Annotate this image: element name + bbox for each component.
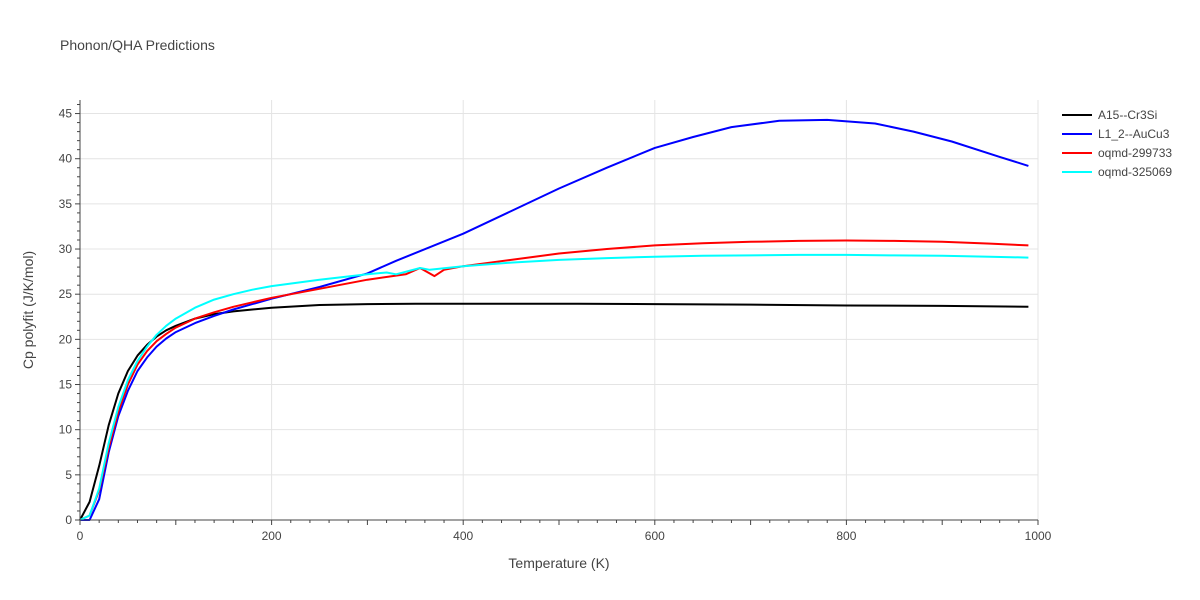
- y-tick-label: 20: [59, 332, 73, 346]
- plot-area[interactable]: [79, 118, 1029, 521]
- x-tick-label: 800: [836, 529, 856, 543]
- legend: A15--Cr3Si L1_2--AuCu3 oqmd-299733 oqmd-325…: [1062, 108, 1172, 179]
- x-tick-label: 0: [77, 529, 84, 543]
- y-tick-label: 35: [59, 197, 73, 211]
- y-tick-label: 25: [59, 287, 73, 301]
- chart-title: Phonon/QHA Predictions: [60, 37, 215, 53]
- x-tick-label: 600: [645, 529, 665, 543]
- series-line-1[interactable]: [79, 302, 1029, 521]
- y-axis-title: Cp polyfit (J/K/mol): [20, 251, 36, 369]
- legend-label: L1_2--AuCu3: [1098, 127, 1170, 141]
- series-line-2[interactable]: [80, 118, 1029, 521]
- y-tick-label: 30: [59, 242, 73, 256]
- legend-label: oqmd-325069: [1098, 165, 1172, 179]
- y-tick-label: 10: [59, 423, 73, 437]
- legend-label: oqmd-299733: [1098, 146, 1172, 160]
- x-tick-label: 1000: [1025, 529, 1052, 543]
- series-line-3[interactable]: [79, 239, 1029, 521]
- x-axis-title: Temperature (K): [508, 555, 609, 571]
- y-tick-label: 45: [59, 107, 73, 121]
- legend-item[interactable]: A15--Cr3Si: [1062, 108, 1157, 122]
- legend-item[interactable]: L1_2--AuCu3: [1062, 127, 1170, 141]
- y-tick-label: 40: [59, 152, 73, 166]
- x-tick-label: 400: [453, 529, 473, 543]
- legend-item[interactable]: oqmd-325069: [1062, 165, 1172, 179]
- legend-item[interactable]: oqmd-299733: [1062, 146, 1172, 160]
- legend-label: A15--Cr3Si: [1098, 108, 1157, 122]
- series-line-4[interactable]: [79, 253, 1029, 521]
- y-tick-label: 0: [65, 513, 72, 527]
- axes: 0 5 10 15 20 25 30 35 40 45 0 200 400 600 800 1000: [59, 100, 1052, 543]
- x-tick-label: 200: [262, 529, 282, 543]
- y-tick-label: 5: [65, 468, 72, 482]
- y-tick-label: 15: [59, 378, 73, 392]
